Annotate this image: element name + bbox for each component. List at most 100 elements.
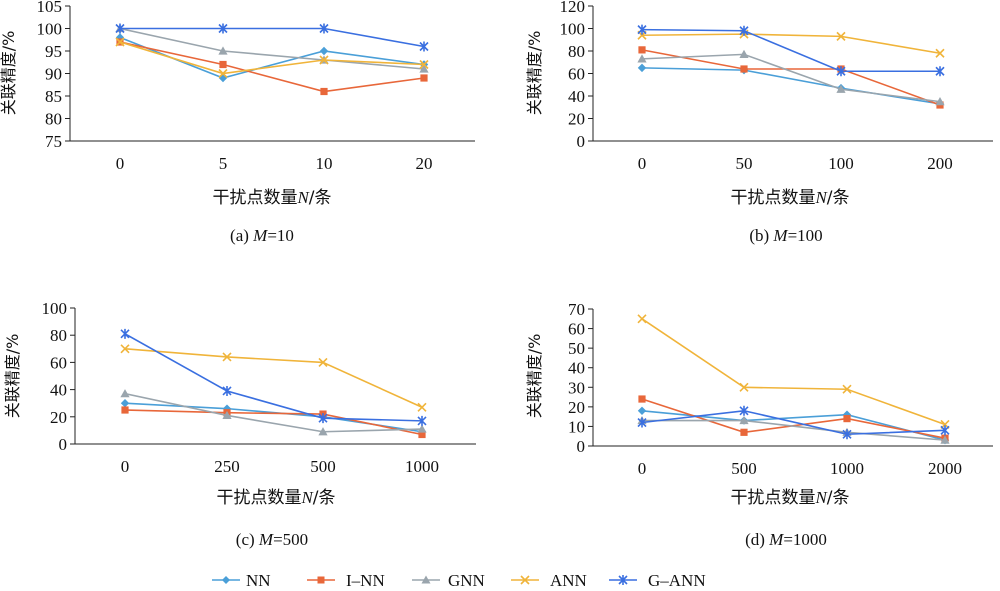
series-gnn (637, 49, 945, 106)
data-point-g-ann (218, 23, 228, 34)
series-line-gnn (642, 419, 946, 441)
series-line-nn (124, 402, 423, 433)
series-i-nn (638, 395, 949, 442)
legend-item-i-nn: I–NN (307, 571, 385, 590)
legend-label-nn: NN (246, 571, 271, 590)
data-point-g-ann (120, 328, 130, 339)
x-tick-label: 0 (116, 154, 125, 173)
series-g-ann (637, 24, 945, 77)
x-tick-label: 0 (121, 457, 130, 476)
data-point-g-ann (637, 24, 647, 35)
series-g-ann (120, 328, 427, 426)
y-tick-label: 0 (577, 437, 586, 456)
legend-item-g-ann: G–ANN (609, 571, 706, 590)
x-axis-label: 干扰点数量N/条 (212, 188, 331, 208)
series-line-g-ann (124, 333, 423, 422)
legend: NN I–NN GNN ANN G–ANN (212, 571, 706, 590)
y-tick-label: 85 (45, 87, 62, 106)
series-g-ann (637, 405, 950, 440)
subplot-caption: (d) M=1000 (745, 530, 827, 549)
data-point-nn (637, 406, 647, 415)
data-point-g-ann (940, 425, 950, 436)
y-tick-label: 60 (568, 320, 585, 339)
y-tick-label: 105 (37, 0, 63, 16)
y-tick-label: 80 (568, 42, 585, 61)
data-point-gnn (419, 64, 429, 73)
legend-marker-x (520, 575, 530, 585)
series-line-g-ann (120, 27, 425, 48)
x-tick-label: 1000 (405, 457, 439, 476)
y-tick-label: 20 (568, 398, 585, 417)
y-tick-label: 120 (560, 0, 586, 16)
series-ann (120, 344, 427, 412)
data-point-i-nn (418, 430, 426, 439)
y-tick-label: 100 (37, 20, 63, 39)
y-tick-label: 40 (50, 381, 67, 400)
y-tick-label: 80 (50, 326, 67, 345)
series-line-gnn (124, 392, 423, 433)
data-point-ann (637, 314, 647, 324)
data-point-ann (935, 48, 945, 58)
x-tick-label: 2000 (928, 459, 962, 478)
data-point-ann (319, 55, 329, 65)
data-point-i-nn (843, 415, 851, 423)
data-point-gnn (739, 415, 749, 425)
data-point-ann (842, 384, 852, 394)
y-tick-label: 40 (568, 87, 585, 106)
data-point-ann (115, 37, 125, 47)
x-axis-label: 干扰点数量N/条 (216, 488, 335, 508)
series-i-nn (638, 46, 944, 109)
data-point-g-ann (836, 66, 846, 77)
y-tick-label: 10 (568, 417, 585, 436)
x-axis-label: 干扰点数量N/条 (730, 488, 849, 508)
subplot-caption: (c) M=500 (236, 530, 308, 549)
data-point-g-ann (739, 405, 749, 416)
data-point-g-ann (318, 413, 328, 424)
x-tick-label: 0 (638, 459, 647, 478)
data-point-gnn (739, 49, 749, 58)
series-line-g-ann (641, 409, 946, 436)
data-point-gnn (836, 84, 846, 93)
x-tick-label: 5 (219, 154, 228, 173)
data-point-i-nn (740, 65, 748, 73)
series-line-i-nn (119, 41, 425, 93)
y-tick-label: 100 (42, 299, 68, 318)
series-line-nn (641, 67, 941, 105)
x-tick-label: 50 (736, 154, 753, 173)
series-ann (637, 314, 950, 430)
series-line-ann (119, 41, 425, 75)
y-tick-label: 80 (45, 110, 62, 129)
series-line-i-nn (124, 409, 423, 436)
y-tick-label: 20 (568, 110, 585, 129)
data-point-i-nn (219, 60, 227, 69)
legend-label-g-ann: G–ANN (648, 571, 706, 590)
legend-label-i-nn: I–NN (346, 571, 385, 590)
series-line-ann (641, 33, 941, 55)
y-tick-label: 60 (50, 353, 67, 372)
data-point-g-ann (417, 415, 427, 426)
series-line-ann (641, 318, 946, 426)
legend-item-nn: NN (212, 571, 271, 590)
legend-label-ann: ANN (550, 571, 587, 590)
legend-marker-triangle (421, 575, 431, 584)
x-axis-label: 干扰点数量N/条 (730, 188, 849, 208)
y-tick-label: 95 (45, 42, 62, 61)
data-point-g-ann (842, 429, 852, 440)
data-point-gnn (940, 435, 950, 444)
series-g-ann (115, 23, 429, 52)
data-point-i-nn (638, 395, 646, 403)
x-tick-label: 20 (416, 154, 433, 173)
y-axis-label: 关联精度/% (525, 334, 544, 419)
y-tick-label: 0 (59, 435, 68, 454)
series-line-i-nn (641, 398, 946, 439)
y-tick-label: 90 (45, 65, 62, 84)
y-tick-label: 50 (568, 339, 585, 358)
data-point-ann (318, 357, 328, 367)
y-tick-label: 70 (568, 300, 585, 319)
series-ann (115, 37, 429, 79)
data-point-ann (419, 59, 429, 70)
series-line-gnn (119, 27, 425, 70)
